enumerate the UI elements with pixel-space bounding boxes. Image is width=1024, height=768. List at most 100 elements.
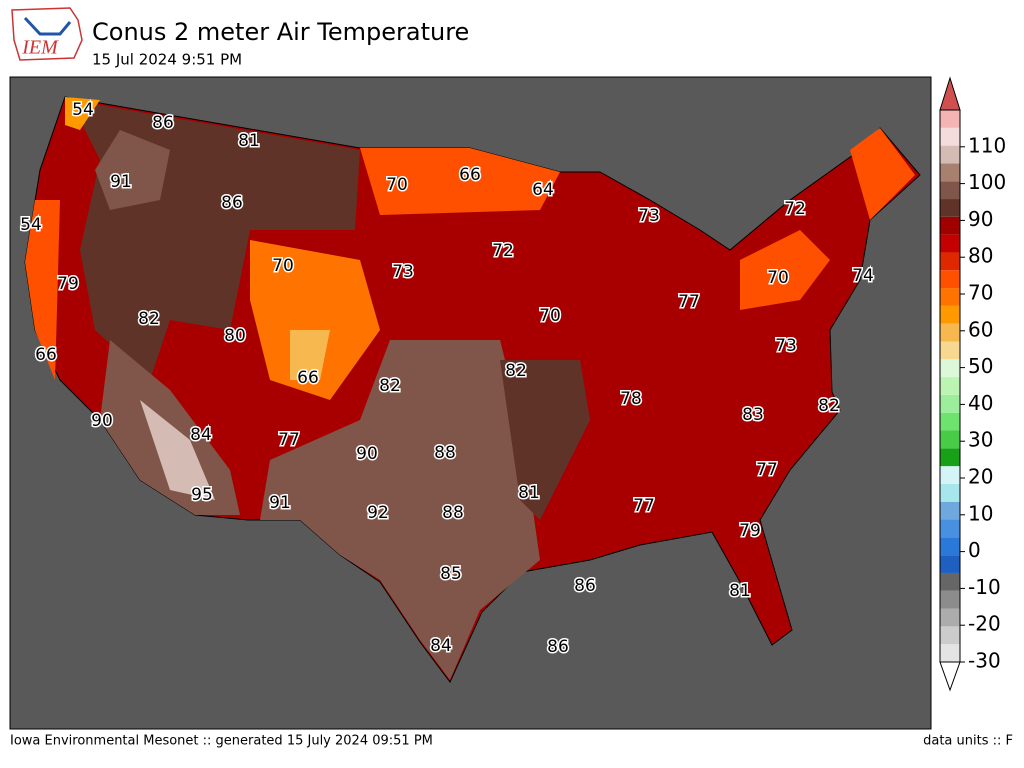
temp-label: 91 xyxy=(269,493,291,513)
temp-label: 82 xyxy=(818,396,840,416)
colorbar-tick-label: -30 xyxy=(968,649,1001,673)
colorbar-tick-label: 90 xyxy=(968,207,993,231)
map xyxy=(9,76,932,730)
temp-label: 82 xyxy=(505,361,527,381)
colorbar-frame xyxy=(939,109,961,663)
colorbar-tick-label: 60 xyxy=(968,317,993,341)
temp-label: 86 xyxy=(221,193,243,213)
temp-label: 81 xyxy=(238,131,260,151)
colorbar-band xyxy=(940,216,960,235)
temp-label: 73 xyxy=(775,336,797,356)
temp-label: 74 xyxy=(852,266,874,286)
temp-label: 54 xyxy=(20,215,42,235)
colorbar-tick-label: 20 xyxy=(968,465,993,489)
temp-label: 70 xyxy=(386,175,408,195)
temp-label: 81 xyxy=(518,483,540,503)
temp-label: 86 xyxy=(152,113,174,133)
temp-label: 88 xyxy=(434,443,456,463)
colorbar-band xyxy=(940,394,960,413)
colorbar-band xyxy=(940,626,960,645)
colorbar-band xyxy=(940,644,960,662)
temp-label: 70 xyxy=(272,256,294,276)
temp-label: 54 xyxy=(72,100,94,120)
temp-label: 84 xyxy=(430,636,452,656)
temp-label: 84 xyxy=(190,425,212,445)
colorbar-band xyxy=(940,341,960,360)
temp-label: 86 xyxy=(574,576,596,596)
temp-label: 88 xyxy=(442,503,464,523)
colorbar-band xyxy=(940,466,960,484)
colorbar-tick-label: 70 xyxy=(968,281,993,305)
temp-label: 85 xyxy=(440,564,462,584)
temp-label: 77 xyxy=(678,292,700,312)
temp-label: 86 xyxy=(547,637,569,657)
colorbar-tick-label: 50 xyxy=(968,354,993,378)
colorbar-tick-label: -20 xyxy=(968,612,1001,636)
colorbar-tick-label: 30 xyxy=(968,428,993,452)
colorbar-tick-label: 100 xyxy=(968,170,1006,194)
temp-label: 91 xyxy=(110,172,132,192)
temp-label: 80 xyxy=(224,326,246,346)
temp-label: 72 xyxy=(492,241,514,261)
temp-label: 70 xyxy=(767,268,789,288)
colorbar-band xyxy=(940,323,960,342)
temp-label: 90 xyxy=(91,411,113,431)
temp-label: 66 xyxy=(297,368,319,388)
colorbar-tick-label: -10 xyxy=(968,575,1001,599)
colorbar-tick-label: 80 xyxy=(968,244,993,268)
temp-label: 77 xyxy=(278,430,300,450)
colorbar-tick-label: 0 xyxy=(968,538,981,562)
colorbar-band xyxy=(940,359,960,378)
colorbar-extend-high xyxy=(939,76,961,111)
temp-label: 79 xyxy=(57,274,79,294)
footer-right: data units :: F xyxy=(923,734,1013,749)
colorbar-extend-low xyxy=(939,661,961,692)
temp-label: 70 xyxy=(539,306,561,326)
colorbar-band xyxy=(940,448,960,467)
temp-label: 82 xyxy=(138,309,160,329)
colorbar-band xyxy=(940,252,960,271)
colorbar-band xyxy=(940,608,960,627)
temp-label: 73 xyxy=(392,262,414,282)
colorbar: -30 -20 -10 0 10 20 30 40 50 60 70 80 90 100 110 xyxy=(939,76,1006,692)
temp-label: 78 xyxy=(620,389,642,409)
temp-label: 66 xyxy=(459,165,481,185)
title: Conus 2 meter Air Temperature xyxy=(92,18,469,46)
colorbar-band xyxy=(940,145,960,164)
colorbar-band xyxy=(940,430,960,449)
subtitle: 15 Jul 2024 9:51 PM xyxy=(92,51,242,69)
colorbar-band xyxy=(940,412,960,431)
logo-text: IEM xyxy=(21,37,59,59)
temp-label: 77 xyxy=(756,460,778,480)
temp-label: 77 xyxy=(633,496,655,516)
temp-label: 83 xyxy=(742,405,764,425)
colorbar-band xyxy=(940,572,960,591)
map-labels: 54 86 81 91 70 66 64 86 73 72 54 72 70 73 70 74 79 77 82 70… xyxy=(19,99,876,659)
colorbar-band xyxy=(940,181,960,200)
temp-label: 95 xyxy=(191,485,213,505)
temp-label: 81 xyxy=(729,581,751,601)
colorbar-band xyxy=(940,288,960,306)
temp-label: 92 xyxy=(367,503,389,523)
footer-left: Iowa Environmental Mesonet :: generated … xyxy=(10,734,433,749)
colorbar-band xyxy=(940,501,960,520)
colorbar-band xyxy=(940,483,960,502)
temp-label: 72 xyxy=(784,199,806,219)
temp-label: 64 xyxy=(532,180,554,200)
colorbar-band xyxy=(940,199,960,217)
colorbar-band xyxy=(940,519,960,538)
temp-label: 66 xyxy=(35,345,57,365)
colorbar-band xyxy=(940,127,960,146)
colorbar-band xyxy=(940,555,960,573)
colorbar-tick-label: 40 xyxy=(968,391,993,415)
temp-label: 82 xyxy=(379,376,401,396)
colorbar-tick-label: 10 xyxy=(968,501,993,525)
colorbar-band xyxy=(940,537,960,556)
logo: IEM xyxy=(11,7,83,61)
colorbar-band xyxy=(940,234,960,253)
colorbar-tick-label: 110 xyxy=(968,133,1006,157)
colorbar-band xyxy=(940,110,960,128)
colorbar-band xyxy=(940,377,960,395)
colorbar-band xyxy=(940,270,960,289)
